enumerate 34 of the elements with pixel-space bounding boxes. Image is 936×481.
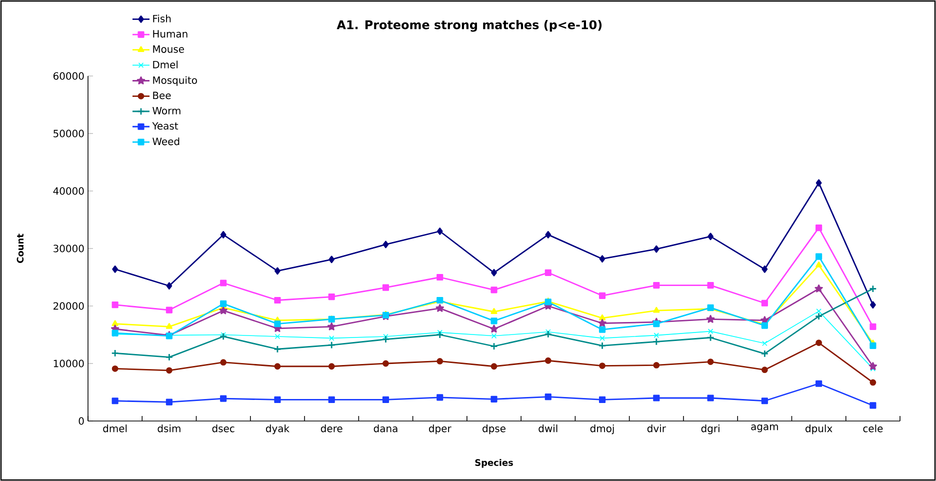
x-tick-label: dsim xyxy=(158,424,180,432)
legend-label: Worm xyxy=(152,107,180,114)
y-tick-label: 0 xyxy=(78,417,84,425)
x-tick-label: dyak xyxy=(266,424,290,434)
y-tick-label: 30000 xyxy=(54,244,84,252)
legend-label: Fish xyxy=(153,14,171,22)
x-tick-label: dvir xyxy=(647,424,666,432)
legend-label: Mouse xyxy=(153,45,184,53)
x-tick-label: agam xyxy=(751,424,778,432)
legend-label: Yeast xyxy=(152,122,178,130)
legend-label: Human xyxy=(153,30,188,38)
y-tick-label: 10000 xyxy=(54,360,84,368)
x-tick-label: dgri xyxy=(701,424,720,434)
x-tick-label: dere xyxy=(320,424,342,432)
legend-label: Dmel xyxy=(153,60,178,68)
y-tick-label: 20000 xyxy=(54,302,84,310)
x-tick-label: dmel xyxy=(103,424,127,432)
x-tick-label: dsec xyxy=(212,424,234,432)
chart-title: A1. Proteome strong matches (p<e-10) xyxy=(336,20,602,32)
x-tick-label: cele xyxy=(863,424,883,432)
y-axis-title: Count xyxy=(16,234,24,263)
x-tick-label: dpse xyxy=(482,424,506,434)
legend-label: Mosquito xyxy=(153,76,197,86)
x-tick-label: dmoj xyxy=(590,424,614,434)
x-tick-label: dper xyxy=(428,424,452,434)
x-tick-label: dpulx xyxy=(806,424,832,434)
legend-label: Weed xyxy=(152,137,180,146)
x-tick-label: dana xyxy=(374,424,398,432)
legend-label: Bee xyxy=(153,92,171,100)
x-axis-title: Species xyxy=(475,459,513,468)
y-tick-label: 60000 xyxy=(53,72,84,80)
y-tick-label: 50000 xyxy=(54,130,84,138)
y-tick-label: 40000 xyxy=(53,187,84,195)
x-tick-label: dwil xyxy=(538,424,558,432)
